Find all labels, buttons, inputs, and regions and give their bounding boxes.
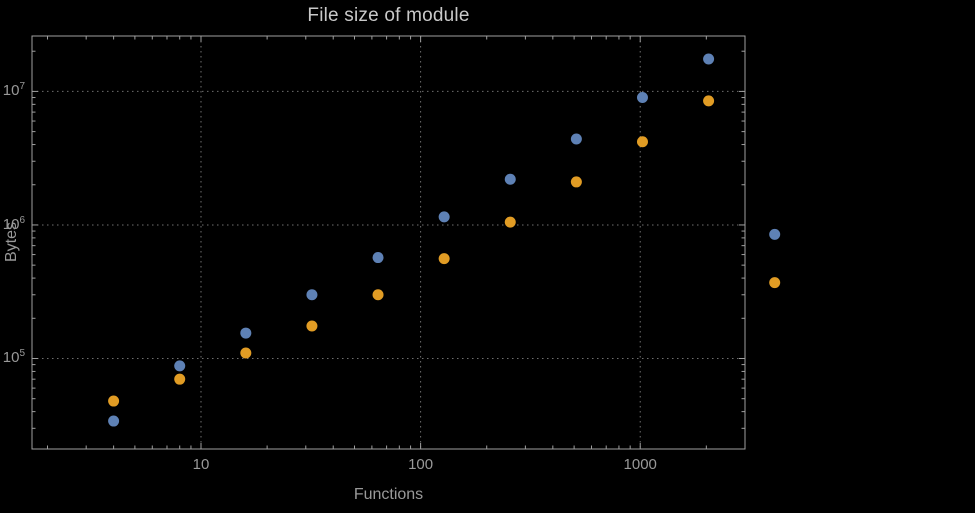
data-point-series-2-orange bbox=[504, 216, 516, 228]
x-tick-label: 1000 bbox=[623, 456, 657, 473]
plot-frame bbox=[31, 35, 746, 450]
data-point-series-2-orange bbox=[240, 347, 252, 359]
data-point-series-1-blue bbox=[174, 360, 186, 372]
data-point-series-1-blue bbox=[108, 415, 120, 427]
x-tick-label: 100 bbox=[408, 456, 434, 473]
data-point-series-2-orange bbox=[306, 320, 318, 332]
x-tick-label: 10 bbox=[192, 456, 210, 473]
data-point-series-1-blue bbox=[438, 211, 450, 223]
data-point-series-2-orange bbox=[438, 253, 450, 265]
data-point-series-2-orange bbox=[570, 176, 582, 188]
data-point-series-1-blue bbox=[703, 53, 715, 65]
chart-title: File size of module bbox=[307, 5, 470, 26]
y-tick-label: 106 bbox=[2, 215, 25, 234]
x-axis-label: Functions bbox=[353, 486, 424, 503]
data-point-series-1-blue bbox=[504, 173, 516, 185]
data-point-series-1-blue bbox=[306, 289, 318, 301]
y-tick-label: 107 bbox=[2, 81, 25, 100]
data-point-series-2-orange bbox=[769, 277, 781, 289]
data-point-series-1-blue bbox=[769, 228, 781, 240]
data-point-series-1-blue bbox=[372, 252, 384, 264]
data-point-series-2-orange bbox=[174, 373, 186, 385]
y-tick-label: 105 bbox=[2, 348, 25, 367]
data-point-series-2-orange bbox=[372, 289, 384, 301]
data-point-series-1-blue bbox=[240, 327, 252, 339]
data-point-series-1-blue bbox=[636, 92, 648, 104]
data-point-series-2-orange bbox=[703, 95, 715, 107]
data-point-series-2-orange bbox=[108, 395, 120, 407]
data-point-series-2-orange bbox=[636, 136, 648, 148]
data-point-series-1-blue bbox=[570, 133, 582, 145]
